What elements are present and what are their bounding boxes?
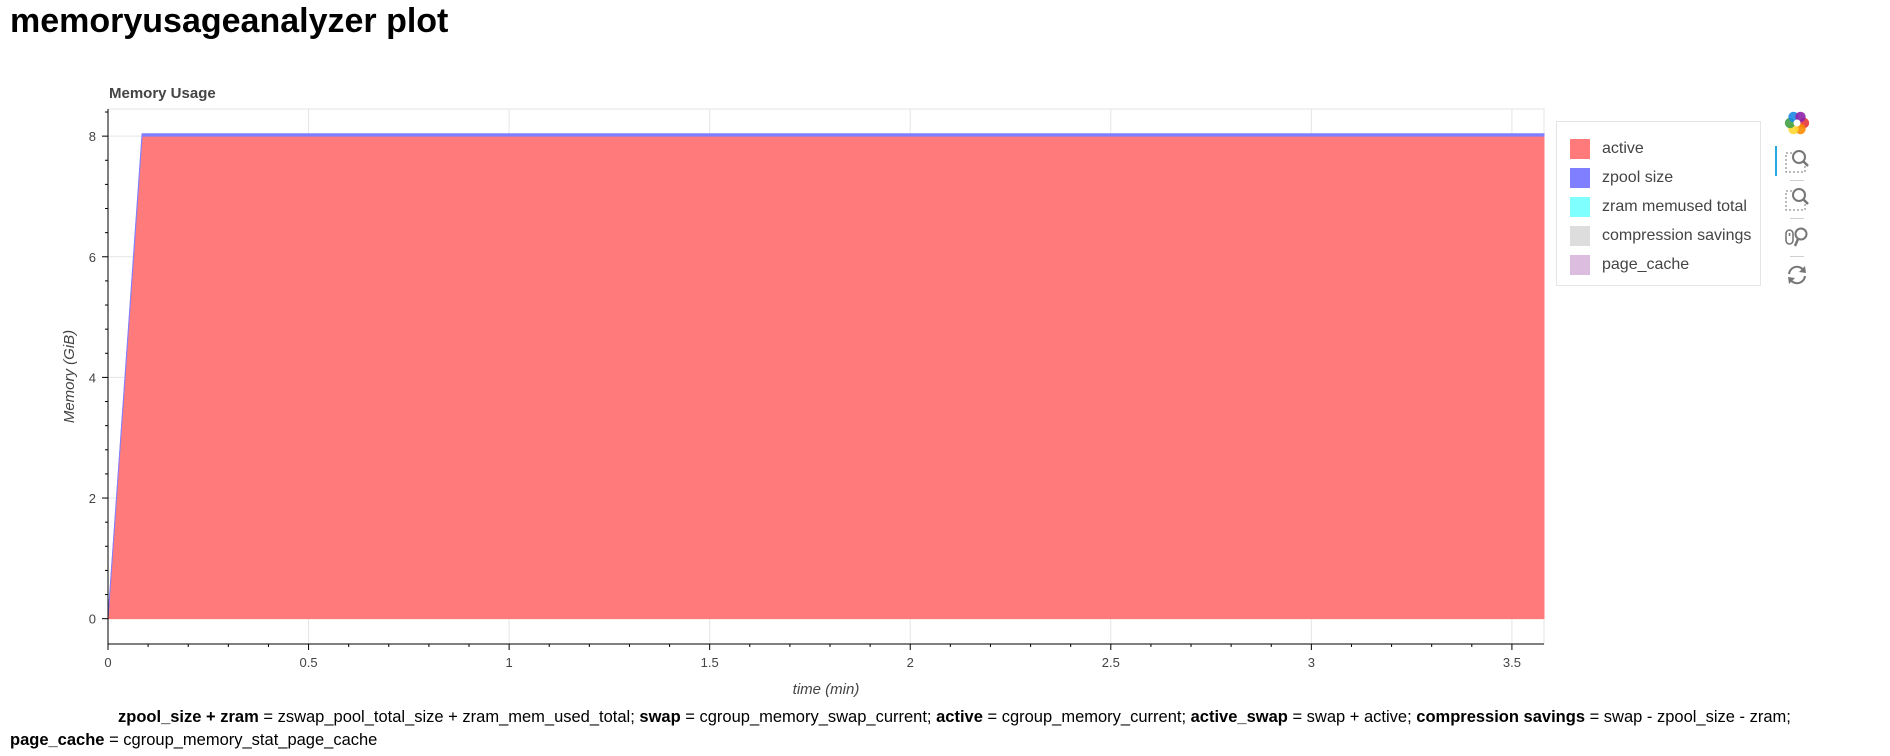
caption-term: active [936,708,983,726]
box-zoom-tool-button[interactable] [1774,142,1820,181]
x-tick-label: 2.5 [1102,655,1120,670]
legend-label: page_cache [1602,255,1690,273]
area-series-1 [107,133,1545,619]
toolbar-separator [1790,218,1804,219]
legend-swatch [1570,254,1590,275]
area-series-0 [107,135,1545,620]
caption-definition: = cgroup_memory_swap_current; [680,708,937,726]
page-title: memoryusageanalyzer plot [10,2,449,40]
legend-item[interactable]: page_cache [1570,250,1760,279]
legend-item[interactable]: active [1570,135,1760,164]
y-tick-label: 2 [89,491,96,506]
formula-caption: zpool_size + zram = zswap_pool_total_siz… [10,706,1880,752]
bokeh-logo-icon [1784,110,1810,136]
caption-definition: = swap + active; [1287,708,1417,726]
caption-definition: = zswap_pool_total_size + zram_mem_used_… [258,708,640,726]
y-tick-label: 4 [89,370,96,385]
y-axis-label: Memory (GiB) [61,330,78,423]
box-zoom-alt-tool-button[interactable] [1774,180,1820,219]
legend-item[interactable]: zram memused total [1570,193,1760,222]
x-tick-label: 1.5 [701,655,719,670]
x-tick-label: 3.5 [1503,655,1521,670]
x-tick-label: 2 [907,655,914,670]
legend-swatch [1570,225,1590,246]
y-tick-label: 0 [89,612,96,627]
toolbar-separator [1790,256,1804,257]
memory-usage-chart: 0 0.5 1 1.5 2 2.5 3 3.5 0 2 4 6 8 time (min) Memory (G… [61,85,1545,698]
x-axis-label: time (min) [793,681,860,698]
caption-definition: = cgroup_memory_current; [982,708,1191,726]
caption-term: swap [639,708,681,726]
y-tick-label: 8 [89,129,96,144]
plot-toolbar [1774,104,1820,294]
box-zoom-alt-icon [1784,186,1810,212]
caption-term: compression savings [1416,708,1585,726]
bokeh-logo-tool-button [1774,104,1820,142]
legend-swatch [1570,168,1590,189]
legend-item[interactable]: zpool size [1570,164,1760,193]
x-tick-label: 1 [506,655,513,670]
legend-item[interactable]: compression savings [1570,221,1760,250]
legend-swatch [1570,196,1590,217]
legend-label: zpool size [1602,169,1674,187]
legend-label: compression savings [1602,226,1752,244]
x-tick-label: 0 [104,655,111,670]
legend-label: active [1602,140,1644,158]
reset-tool-button[interactable] [1774,256,1820,294]
reset-icon [1784,262,1810,288]
caption-term: page_cache [10,731,105,749]
x-tick-label: 0.5 [300,655,318,670]
wheel-zoom-icon [1784,224,1810,250]
x-tick-label: 3 [1308,655,1315,670]
caption-term: active_swap [1190,708,1288,726]
wheel-zoom-tool-button[interactable] [1774,218,1820,257]
caption-definition: = swap - zpool_size - zram; [1585,708,1791,726]
chart-legend: active zpool size zram memused total compre… [1556,121,1761,286]
caption-term: zpool_size + zram [118,708,259,726]
caption-definition: = cgroup_memory_stat_page_cache [104,731,378,749]
box-zoom-icon [1784,148,1810,174]
toolbar-separator [1790,180,1804,181]
legend-label: zram memused total [1602,197,1747,215]
y-tick-label: 6 [89,250,96,265]
legend-swatch [1570,139,1590,160]
chart-title: Memory Usage [109,85,216,102]
